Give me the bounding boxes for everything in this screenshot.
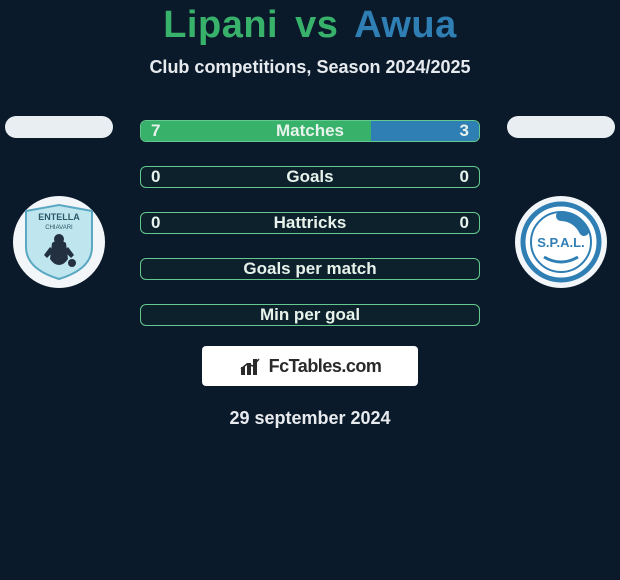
stat-bar-label: Goals bbox=[141, 167, 479, 187]
stat-bar-value-left: 0 bbox=[151, 167, 160, 187]
left-column: ENTELLA CHIAVARI bbox=[4, 116, 114, 288]
stat-bar: Goals per match bbox=[140, 258, 480, 280]
brand-name: FcTables.com bbox=[269, 356, 382, 377]
title-player1: Lipani bbox=[163, 4, 278, 46]
entella-crest-icon: ENTELLA CHIAVARI bbox=[22, 203, 96, 281]
right-team-pill bbox=[507, 116, 615, 138]
comparison-card: Lipani vs Awua Club competitions, Season… bbox=[0, 0, 620, 429]
title-player2: Awua bbox=[354, 4, 457, 46]
brand-box: FcTables.com bbox=[202, 346, 418, 386]
content-area: ENTELLA CHIAVARI bbox=[0, 120, 620, 429]
stat-bar-value-left: 0 bbox=[151, 213, 160, 233]
stat-bar: Goals0 0 bbox=[140, 166, 480, 188]
stat-bar: Min per goal bbox=[140, 304, 480, 326]
stat-bar: Matches7 3 bbox=[140, 120, 480, 142]
left-team-pill bbox=[5, 116, 113, 138]
subtitle: Club competitions, Season 2024/2025 bbox=[0, 57, 620, 78]
stat-bar-value-right: 3 bbox=[460, 121, 469, 141]
stat-bar-label: Goals per match bbox=[141, 259, 479, 279]
crest-text-sub: CHIAVARI bbox=[45, 225, 73, 231]
right-team-crest: S.P.A.L. bbox=[515, 196, 607, 288]
page-title: Lipani vs Awua bbox=[0, 4, 620, 47]
stat-bar: Hattricks0 0 bbox=[140, 212, 480, 234]
crest-text: S.P.A.L. bbox=[537, 235, 584, 250]
stat-bar-value-right: 0 bbox=[460, 167, 469, 187]
left-team-crest: ENTELLA CHIAVARI bbox=[13, 196, 105, 288]
title-vs: vs bbox=[295, 4, 338, 46]
stat-bar-value-right: 0 bbox=[460, 213, 469, 233]
stat-bar-label: Matches bbox=[141, 121, 479, 141]
right-column: S.P.A.L. bbox=[506, 116, 616, 288]
stat-bar-value-left: 7 bbox=[151, 121, 160, 141]
stat-bar-label: Min per goal bbox=[141, 305, 479, 325]
bar-chart-icon bbox=[239, 355, 265, 377]
spal-crest-icon: S.P.A.L. bbox=[520, 201, 602, 283]
stat-bar-label: Hattricks bbox=[141, 213, 479, 233]
crest-text-top: ENTELLA bbox=[38, 212, 80, 222]
stat-bars: Matches73Goals00Hattricks00Goals per mat… bbox=[140, 120, 480, 326]
date-text: 29 september 2024 bbox=[0, 408, 620, 429]
